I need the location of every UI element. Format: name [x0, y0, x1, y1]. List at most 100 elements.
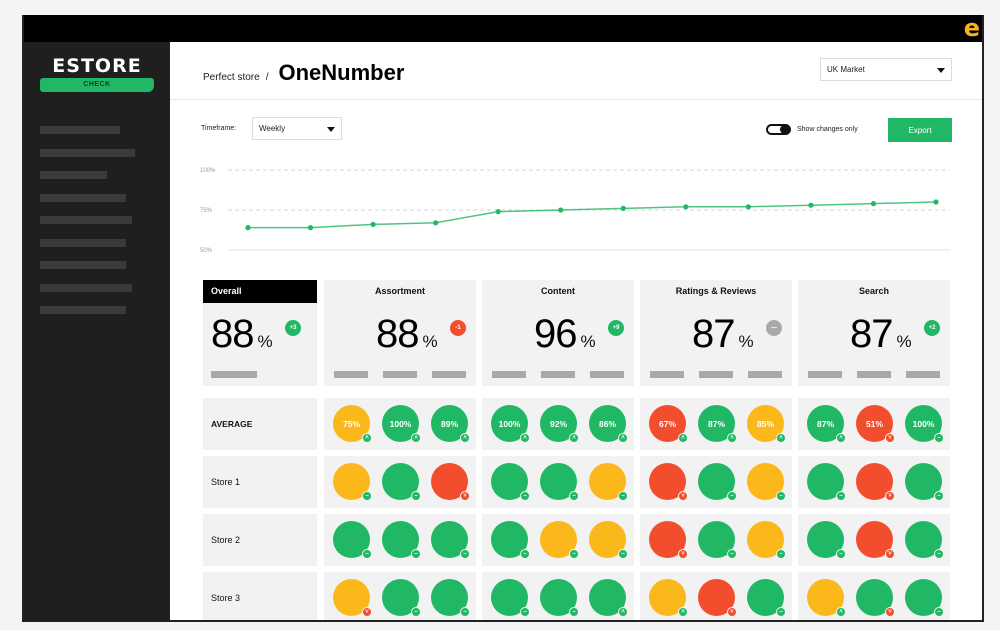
score-circle[interactable]: 100% –: [905, 405, 944, 443]
score-circle[interactable]: 85% ˄: [747, 405, 786, 443]
score-cell-group: ˄ ˅ –: [640, 572, 792, 620]
score-circle[interactable]: –: [905, 521, 944, 559]
sidebar-nav-item[interactable]: [40, 306, 126, 314]
score-circle[interactable]: ˄: [807, 579, 846, 617]
score-circle[interactable]: ˅: [431, 463, 470, 501]
score-circle[interactable]: 51% ˅: [856, 405, 895, 443]
score-circle[interactable]: 86% ˄: [589, 405, 628, 443]
sidebar-nav-item[interactable]: [40, 283, 132, 292]
trend-flat-icon: –: [520, 491, 530, 501]
score-circle[interactable]: –: [382, 579, 421, 617]
breadcrumb-parent-link[interactable]: Perfect store: [203, 72, 260, 83]
trend-up-icon: ˄: [836, 433, 846, 443]
card-score: 88%: [211, 312, 273, 357]
score-circle[interactable]: –: [698, 521, 737, 559]
score-circle[interactable]: –: [491, 521, 530, 559]
delta-badge: —: [766, 320, 782, 336]
score-circle[interactable]: ˅: [698, 579, 737, 617]
score-circle[interactable]: –: [491, 463, 530, 501]
sidebar-nav-item[interactable]: [40, 261, 126, 269]
svg-text:50%: 50%: [200, 248, 213, 254]
trend-up-icon: ˄: [618, 433, 628, 443]
score-circle[interactable]: –: [807, 521, 846, 559]
score-circle[interactable]: 67% ˄: [649, 405, 688, 443]
score-cell-group: – ˅ –: [798, 514, 950, 566]
score-circle[interactable]: 87% ˄: [807, 405, 846, 443]
trend-line-chart: 100% 75% 50%: [200, 168, 950, 254]
sidebar-nav-item[interactable]: [40, 148, 135, 157]
score-circle[interactable]: –: [540, 579, 579, 617]
score-circle[interactable]: –: [747, 463, 786, 501]
score-card-content[interactable]: Content 96% +9: [482, 280, 634, 386]
score-circle[interactable]: ˅: [333, 579, 372, 617]
row-label[interactable]: Store 3: [203, 572, 317, 620]
trend-flat-icon: –: [776, 607, 786, 617]
score-circle[interactable]: –: [698, 463, 737, 501]
score-circle[interactable]: ˅: [649, 463, 688, 501]
score-circle[interactable]: 87% ˄: [698, 405, 737, 443]
trend-down-icon: ˅: [362, 607, 372, 617]
score-circle[interactable]: ˄: [589, 579, 628, 617]
score-circle[interactable]: –: [589, 521, 628, 559]
trend-up-icon: ˄: [727, 433, 737, 443]
sidebar-nav-item[interactable]: [40, 238, 126, 247]
score-circle[interactable]: –: [807, 463, 846, 501]
score-circle[interactable]: 100% ˄: [382, 405, 421, 443]
breadcrumb-separator: /: [265, 72, 269, 83]
score-circle[interactable]: ˅: [649, 521, 688, 559]
score-circle[interactable]: –: [333, 521, 372, 559]
score-circle[interactable]: –: [431, 579, 470, 617]
score-circle[interactable]: –: [589, 463, 628, 501]
score-circle[interactable]: 89% ˄: [431, 405, 470, 443]
row-label[interactable]: AVERAGE: [203, 398, 317, 450]
timeframe-select[interactable]: Weekly: [252, 117, 342, 140]
export-button[interactable]: Export: [888, 118, 952, 142]
score-circle[interactable]: –: [540, 521, 579, 559]
score-circle[interactable]: –: [747, 521, 786, 559]
score-card-overall[interactable]: Overall 88% +3: [203, 280, 317, 386]
brand-logo[interactable]: ESTORE CHECK: [40, 56, 154, 92]
score-circle[interactable]: ˅: [856, 521, 895, 559]
score-circle[interactable]: 75% ˄: [333, 405, 372, 443]
score-circle[interactable]: –: [905, 463, 944, 501]
score-circle[interactable]: –: [540, 463, 579, 501]
score-circle[interactable]: 100% ˄: [491, 405, 530, 443]
trend-flat-icon: –: [776, 549, 786, 559]
trend-flat-icon: –: [934, 549, 944, 559]
show-changes-toggle[interactable]: [766, 124, 791, 135]
row-label[interactable]: Store 2: [203, 514, 317, 566]
sidebar-nav-item[interactable]: [40, 193, 126, 202]
row-label[interactable]: Store 1: [203, 456, 317, 508]
score-unit: %: [257, 332, 273, 351]
sidebar-nav-item[interactable]: [40, 216, 132, 224]
score-circle-value: 87%: [707, 418, 725, 429]
score-circle[interactable]: ˅: [856, 579, 895, 617]
score-card-ratings-reviews[interactable]: Ratings & Reviews 87% —: [640, 280, 792, 386]
toggle-knob: [780, 125, 790, 134]
score-circle[interactable]: –: [431, 521, 470, 559]
trend-up-icon: ˄: [520, 433, 530, 443]
card-placeholder-bar: [748, 371, 782, 378]
score-circle[interactable]: –: [747, 579, 786, 617]
score-circle[interactable]: –: [333, 463, 372, 501]
score-circle[interactable]: –: [382, 463, 421, 501]
score-circle[interactable]: –: [905, 579, 944, 617]
score-circle[interactable]: ˄: [649, 579, 688, 617]
score-card-search[interactable]: Search 87% +2: [798, 280, 950, 386]
score-card-assortment[interactable]: Assortment 88% -1: [324, 280, 476, 386]
score-circle[interactable]: –: [382, 521, 421, 559]
score-value: 88: [376, 312, 419, 356]
sidebar: ESTORE CHECK: [24, 42, 170, 620]
trend-flat-icon: –: [411, 607, 421, 617]
sidebar-nav-item[interactable]: [40, 171, 107, 179]
trend-flat-icon: –: [836, 491, 846, 501]
delta-badge: +2: [924, 320, 940, 336]
score-circle[interactable]: –: [491, 579, 530, 617]
score-circle[interactable]: ˅: [856, 463, 895, 501]
card-placeholder-bar: [492, 371, 526, 378]
score-circle-value: 100%: [389, 418, 412, 429]
score-circle[interactable]: 92% ˄: [540, 405, 579, 443]
sidebar-nav-item[interactable]: [40, 126, 120, 134]
trend-up-icon: ˄: [362, 433, 372, 443]
market-select[interactable]: UK Market: [820, 58, 952, 81]
